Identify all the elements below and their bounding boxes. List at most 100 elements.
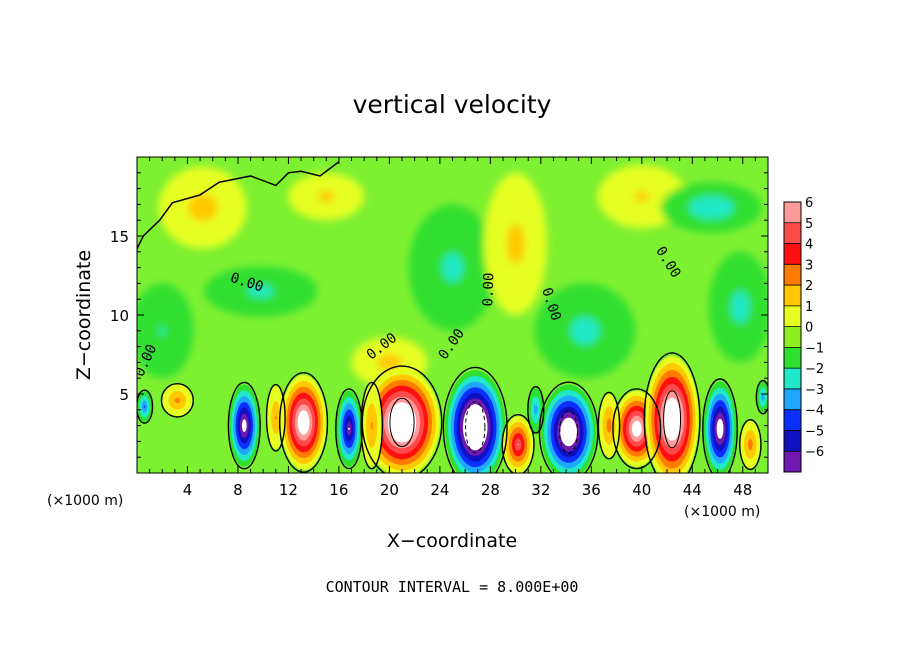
velocity-cell <box>408 204 497 331</box>
velocity-cell <box>336 390 362 467</box>
velocity-field <box>137 164 768 473</box>
colorbar-swatch <box>784 222 801 244</box>
y-axis: 5 10 15 <box>110 172 768 458</box>
x-tick-label: 28 <box>481 481 500 499</box>
x-tick-label: 24 <box>430 481 449 499</box>
velocity-cell <box>361 384 382 467</box>
colorbar-label: 0 <box>805 321 813 336</box>
zero-contour <box>702 378 738 473</box>
zero-contour <box>538 381 599 473</box>
colorbar-label: −3 <box>805 383 824 398</box>
cell-level <box>517 443 520 446</box>
cell-level <box>137 283 194 379</box>
x-tick-label: 44 <box>683 481 702 499</box>
x-tick-label: 40 <box>632 481 651 499</box>
cell-level <box>474 426 477 429</box>
cell-level <box>187 193 218 222</box>
colorbar-swatch <box>784 202 801 224</box>
velocity-cell <box>158 166 247 249</box>
cell-level <box>143 405 146 408</box>
zero-contour <box>612 388 662 470</box>
x-axis-unit-right: (×1000 m) <box>684 504 760 520</box>
zero-contour <box>361 365 443 473</box>
colorbar-label: 1 <box>805 300 813 315</box>
velocity-cell <box>229 384 260 467</box>
zero-contour <box>597 391 621 460</box>
velocity-cell <box>708 251 768 363</box>
colorbar-swatch <box>784 264 801 286</box>
contour-lines <box>137 161 768 473</box>
zero-contour <box>527 385 545 434</box>
cell-level <box>159 326 166 336</box>
inner-contour <box>465 401 486 454</box>
y-tick-label: 10 <box>110 307 129 325</box>
x-tick-label: 36 <box>582 481 601 499</box>
velocity-cell <box>703 381 737 473</box>
colorbar-swatch <box>784 285 801 307</box>
velocity-cell <box>266 386 285 450</box>
zero-contour <box>739 418 762 471</box>
x-tick-label: 4 <box>183 481 193 499</box>
zero-contour <box>442 366 508 473</box>
cell-level <box>761 393 765 401</box>
velocity-cell <box>288 172 365 221</box>
x-tick-label: 16 <box>329 481 348 499</box>
colorbar-label: 2 <box>805 279 813 294</box>
colorbar-swatch <box>784 243 801 265</box>
contour-label: 0.00 <box>480 272 497 306</box>
velocity-cell <box>280 375 327 470</box>
colorbar-swatch <box>784 451 801 473</box>
colorbar-frame <box>783 201 802 473</box>
colorbar-label: −5 <box>805 424 824 439</box>
colorbar-label: −4 <box>805 404 824 419</box>
x-tick-label: 20 <box>380 481 399 499</box>
x-axis-unit-left: (×1000 m) <box>47 493 123 509</box>
zero-contour <box>137 389 154 424</box>
velocity-cell <box>484 172 548 315</box>
cell-level <box>606 418 612 433</box>
cell-level <box>718 425 722 433</box>
velocity-cell <box>502 416 534 473</box>
cell-level <box>348 427 351 430</box>
inner-contour <box>389 397 415 448</box>
velocity-cell <box>137 283 194 379</box>
colorbar-label: −6 <box>805 445 824 460</box>
colorbar-label: −1 <box>805 341 824 356</box>
zero-contour <box>265 383 286 452</box>
cell-level <box>442 253 463 283</box>
cell-level <box>688 196 734 219</box>
colorbar-swatch <box>784 305 801 327</box>
cell-level <box>302 421 305 424</box>
colorbar-swatch <box>784 388 801 410</box>
cell-level <box>370 421 373 430</box>
cell-level <box>399 419 405 426</box>
velocity-cell <box>203 266 318 317</box>
x-axis: 4 8 12 16 20 24 28 32 36 40 44 48 <box>149 157 756 499</box>
inner-contour <box>663 390 682 449</box>
cell-level <box>534 404 538 415</box>
cell-level <box>671 418 674 421</box>
colorbar-label: 6 <box>805 196 813 211</box>
colorbar-swatch <box>784 368 801 390</box>
velocity-cell <box>660 182 762 233</box>
velocity-cell <box>540 384 597 473</box>
colorbar-swatch <box>784 430 801 452</box>
colorbar-label: 3 <box>805 258 813 273</box>
x-tick-label: 32 <box>531 481 550 499</box>
velocity-cell <box>645 356 699 473</box>
x-axis-title: X−coordinate <box>387 530 517 552</box>
cell-level <box>634 191 650 202</box>
x-tick-label: 12 <box>279 481 298 499</box>
zero-contour <box>160 383 194 418</box>
velocity-cell <box>137 390 153 423</box>
cell-level <box>748 439 753 451</box>
cell-level <box>317 191 336 202</box>
velocity-cell <box>756 381 768 413</box>
contour-interval-note: CONTOUR INTERVAL = 8.000E+00 <box>326 578 579 596</box>
y-tick-label: 15 <box>110 228 129 246</box>
velocity-cell <box>740 420 761 469</box>
x-tick-label: 8 <box>233 481 243 499</box>
colorbar-label: 5 <box>805 217 813 232</box>
colorbar-swatch <box>784 347 801 369</box>
colorbar-label: −2 <box>805 362 824 377</box>
